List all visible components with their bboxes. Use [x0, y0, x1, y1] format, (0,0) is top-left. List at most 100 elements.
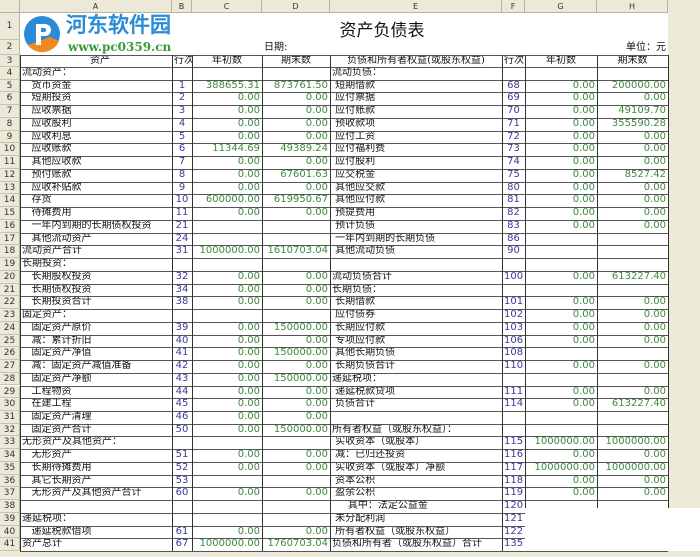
cell-d4[interactable] [262, 67, 330, 80]
row-header-6[interactable]: 6 [0, 92, 20, 106]
cell-e14[interactable]: 其他应付款 [332, 194, 386, 206]
cell-c39[interactable] [192, 513, 262, 526]
column-header-e[interactable]: E [330, 0, 502, 13]
cell-h15[interactable]: 0.00 [643, 207, 666, 219]
cell-a25[interactable]: 减：累计折旧 [22, 334, 92, 346]
cell-e32[interactable]: 所有者权益（或股东权益）： [332, 423, 457, 435]
cell-a41[interactable]: 资产总计 [22, 538, 62, 550]
cell-b20[interactable]: 32 [175, 270, 189, 282]
cell-d5[interactable]: 873761.50 [273, 79, 328, 91]
cell-b41[interactable]: 67 [175, 538, 189, 550]
cell-e20[interactable]: 流动负债合计 [332, 270, 392, 282]
cell-c5[interactable]: 388655.31 [205, 79, 260, 91]
row-header-14[interactable]: 14 [0, 194, 20, 208]
cell-a34[interactable]: 无形资产 [22, 449, 72, 461]
row-header-36[interactable]: 36 [0, 474, 20, 488]
cell-d24[interactable]: 150000.00 [273, 321, 328, 333]
cell-c24[interactable]: 0.00 [237, 321, 260, 333]
row-header-16[interactable]: 16 [0, 219, 20, 233]
cell-h20[interactable]: 613227.40 [611, 270, 666, 282]
cell-e38[interactable]: 其中：法定公益金 [332, 500, 428, 512]
cell-a8[interactable]: 应收股利 [22, 117, 72, 129]
cell-h26[interactable] [597, 347, 668, 360]
cell-e37[interactable]: 盈余公积 [332, 487, 376, 499]
cell-d7[interactable]: 0.00 [305, 105, 328, 117]
cell-h30[interactable]: 613227.40 [611, 398, 666, 410]
cell-g7[interactable]: 0.00 [572, 105, 595, 117]
cell-d37[interactable]: 0.00 [305, 487, 328, 499]
cell-b7[interactable]: 3 [178, 105, 186, 117]
cell-d39[interactable] [262, 513, 330, 526]
cell-a17[interactable]: 其他流动资产 [22, 232, 92, 244]
cell-b18[interactable]: 31 [175, 245, 189, 257]
cell-b30[interactable]: 45 [175, 398, 189, 410]
cell-b23[interactable] [172, 309, 192, 322]
cell-f25[interactable]: 106 [504, 334, 524, 346]
cell-a12[interactable]: 预付账款 [22, 168, 72, 180]
cell-c18[interactable]: 1000000.00 [199, 245, 260, 257]
cell-a26[interactable]: 固定资产净值 [22, 347, 92, 359]
cell-e16[interactable]: 预计负债 [332, 219, 376, 231]
cell-f7[interactable]: 70 [507, 105, 520, 117]
cell-h7[interactable]: 49109.70 [618, 105, 666, 117]
row-header-33[interactable]: 33 [0, 436, 20, 450]
cell-e41[interactable]: 负债和所有者（或股东权益）合计 [332, 538, 482, 550]
cell-h29[interactable]: 0.00 [643, 385, 666, 397]
cell-a30[interactable]: 在建工程 [22, 398, 72, 410]
row-header-21[interactable]: 21 [0, 283, 20, 297]
cell-c28[interactable]: 0.00 [237, 372, 260, 384]
cell-d32[interactable]: 150000.00 [273, 423, 328, 435]
cell-g4[interactable] [525, 67, 597, 80]
cell-h23[interactable]: 0.00 [643, 309, 666, 321]
cell-d23[interactable] [262, 309, 330, 322]
cell-b16[interactable]: 21 [175, 219, 189, 231]
cell-a38[interactable] [20, 500, 172, 513]
cell-a9[interactable]: 应收利息 [22, 130, 72, 142]
cell-a29[interactable]: 工程物资 [22, 385, 72, 397]
cell-d18[interactable]: 1610703.04 [267, 245, 328, 257]
cell-d27[interactable]: 0.00 [305, 360, 328, 372]
cell-d34[interactable]: 0.00 [305, 449, 328, 461]
cell-g29[interactable]: 0.00 [572, 385, 595, 397]
cell-b38[interactable] [172, 500, 192, 513]
cell-h24[interactable]: 0.00 [643, 321, 666, 333]
cell-a18[interactable]: 流动资产合计 [22, 245, 82, 257]
cell-g18[interactable] [525, 245, 597, 258]
cell-h27[interactable]: 0.00 [643, 360, 666, 372]
cell-c33[interactable] [192, 436, 262, 449]
cell-a15[interactable]: 待摊费用 [22, 207, 72, 219]
cell-d13[interactable]: 0.00 [305, 181, 328, 193]
row-header-34[interactable]: 34 [0, 449, 20, 462]
row-header-20[interactable]: 20 [0, 270, 20, 284]
cell-b19[interactable] [172, 258, 192, 271]
cell-b34[interactable]: 51 [175, 449, 189, 461]
cell-f37[interactable]: 119 [504, 487, 524, 499]
cell-f14[interactable]: 81 [507, 194, 520, 206]
cell-d9[interactable]: 0.00 [305, 130, 328, 142]
cell-e11[interactable]: 应付股利 [332, 156, 376, 168]
cell-g30[interactable]: 0.00 [572, 398, 595, 410]
cell-a14[interactable]: 存货 [22, 194, 52, 206]
cell-a24[interactable]: 固定资产原价 [22, 321, 92, 333]
cell-f27[interactable]: 110 [504, 360, 524, 372]
cell-g10[interactable]: 0.00 [572, 143, 595, 155]
row-header-3[interactable]: 3 [0, 55, 20, 67]
cell-h22[interactable]: 0.00 [643, 296, 666, 308]
cell-c32[interactable]: 0.00 [237, 423, 260, 435]
row-header-28[interactable]: 28 [0, 372, 20, 386]
cell-e12[interactable]: 应交税金 [332, 168, 376, 180]
row-header-10[interactable]: 10 [0, 143, 20, 157]
cell-d20[interactable]: 0.00 [305, 270, 328, 282]
cell-b36[interactable]: 53 [175, 474, 189, 486]
cell-g27[interactable]: 0.00 [572, 360, 595, 372]
cell-b39[interactable] [172, 513, 192, 526]
cell-e24[interactable]: 长期应付款 [332, 321, 386, 333]
cell-f22[interactable]: 101 [504, 296, 524, 308]
cell-g28[interactable] [525, 373, 597, 386]
cell-c23[interactable] [192, 309, 262, 322]
cell-f28[interactable] [502, 373, 525, 386]
column-header-f[interactable]: F [502, 0, 525, 13]
cell-c21[interactable]: 0.00 [237, 283, 260, 295]
cell-f41[interactable]: 135 [504, 538, 524, 550]
